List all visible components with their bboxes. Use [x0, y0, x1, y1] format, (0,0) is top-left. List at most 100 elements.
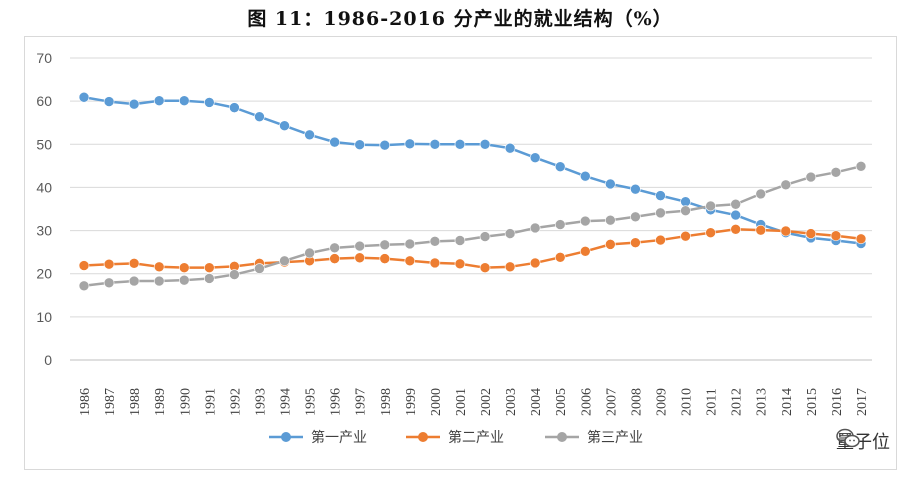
data-point	[78, 280, 90, 292]
x-tick-label: 1992	[228, 388, 243, 416]
data-point	[529, 152, 541, 163]
x-tick-label: 2002	[479, 388, 494, 416]
data-point	[655, 207, 666, 219]
data-point	[128, 98, 140, 110]
data-point	[329, 136, 340, 148]
data-point	[379, 239, 391, 251]
data-point	[479, 262, 491, 273]
data-point	[705, 200, 716, 212]
data-point	[630, 183, 641, 195]
x-tick-label: 2010	[680, 388, 695, 416]
data-point	[454, 235, 466, 246]
x-tick-label: 2011	[705, 388, 720, 415]
x-tick-label: 2005	[554, 388, 569, 416]
data-point	[805, 171, 817, 183]
x-tick-label: 2000	[429, 388, 444, 416]
data-point	[705, 227, 716, 239]
x-tick-label: 1993	[253, 388, 268, 416]
data-point	[579, 170, 591, 182]
data-point	[78, 260, 90, 271]
x-tick-label: 2012	[730, 388, 745, 416]
data-point	[379, 139, 391, 151]
data-point	[304, 247, 315, 259]
x-tick-label: 2007	[604, 388, 619, 416]
x-tick-label: 2008	[629, 388, 644, 416]
x-tick-label: 1997	[354, 388, 369, 416]
data-point	[755, 188, 767, 200]
legend-swatch-marker	[281, 432, 291, 442]
legend: 第一产业 第二产业 第三产业	[269, 429, 643, 446]
series-line-2	[83, 228, 862, 269]
chart-title: 图 11：1986-2016 分产业的就业结构（%）	[247, 8, 673, 30]
data-point	[855, 160, 867, 172]
data-point	[429, 236, 441, 247]
x-tick-label: 2006	[579, 388, 594, 416]
data-point	[780, 179, 792, 191]
x-tick-label: 2004	[529, 388, 544, 416]
data-point	[103, 258, 115, 270]
data-point	[504, 142, 516, 154]
x-tick-label: 2013	[755, 388, 770, 416]
data-point	[730, 198, 741, 210]
y-tick-label: 50	[36, 136, 52, 152]
data-point	[78, 91, 90, 103]
x-tick-label: 2009	[654, 388, 669, 416]
data-point	[479, 231, 491, 242]
x-tick-label: 2014	[780, 388, 795, 416]
y-axis-ticks: 0 10 20 30 40 50 60 70	[36, 50, 52, 368]
data-point	[680, 196, 691, 207]
data-point	[529, 222, 541, 234]
data-point	[730, 223, 741, 235]
data-point	[128, 258, 140, 269]
series-layer	[78, 91, 867, 292]
data-point	[805, 228, 817, 239]
data-point	[605, 239, 616, 250]
x-tick-label: 1999	[404, 388, 419, 416]
data-point	[730, 209, 741, 221]
legend-label: 第三产业	[587, 429, 643, 446]
y-tick-label: 10	[36, 309, 52, 325]
data-point	[178, 274, 190, 286]
x-tick-label: 2017	[855, 388, 870, 416]
data-point	[579, 215, 591, 227]
x-tick-label: 2003	[504, 388, 519, 416]
data-point	[229, 269, 240, 280]
data-point	[229, 102, 240, 113]
gridlines	[70, 57, 872, 361]
x-tick-label: 2001	[454, 388, 469, 416]
data-point	[254, 263, 265, 274]
data-point	[204, 97, 215, 108]
data-point	[429, 138, 441, 150]
data-point	[454, 138, 466, 150]
data-point	[529, 257, 541, 269]
data-point	[554, 219, 566, 230]
data-point	[404, 138, 416, 150]
data-point	[103, 277, 115, 289]
data-point	[354, 139, 366, 151]
data-point	[204, 273, 215, 284]
y-tick-label: 40	[36, 179, 52, 195]
data-point	[279, 120, 290, 132]
series-line-1	[83, 96, 862, 245]
data-point	[178, 95, 190, 107]
chart-frame	[24, 36, 897, 470]
data-point	[554, 252, 566, 263]
x-tick-label: 1990	[178, 388, 193, 416]
data-point	[204, 262, 215, 273]
y-tick-label: 30	[36, 223, 52, 239]
data-point	[630, 237, 641, 248]
data-point	[354, 240, 366, 252]
data-point	[780, 225, 792, 237]
x-tick-label: 1988	[128, 388, 143, 416]
y-tick-label: 20	[36, 266, 52, 282]
data-point	[404, 238, 416, 250]
wechat-icon	[836, 428, 860, 448]
x-tick-label: 2016	[830, 388, 845, 416]
data-point	[254, 111, 265, 122]
data-point	[605, 178, 616, 190]
watermark: 量子位	[836, 428, 890, 454]
data-point	[830, 167, 842, 178]
data-point	[655, 190, 666, 201]
data-point	[379, 253, 391, 264]
